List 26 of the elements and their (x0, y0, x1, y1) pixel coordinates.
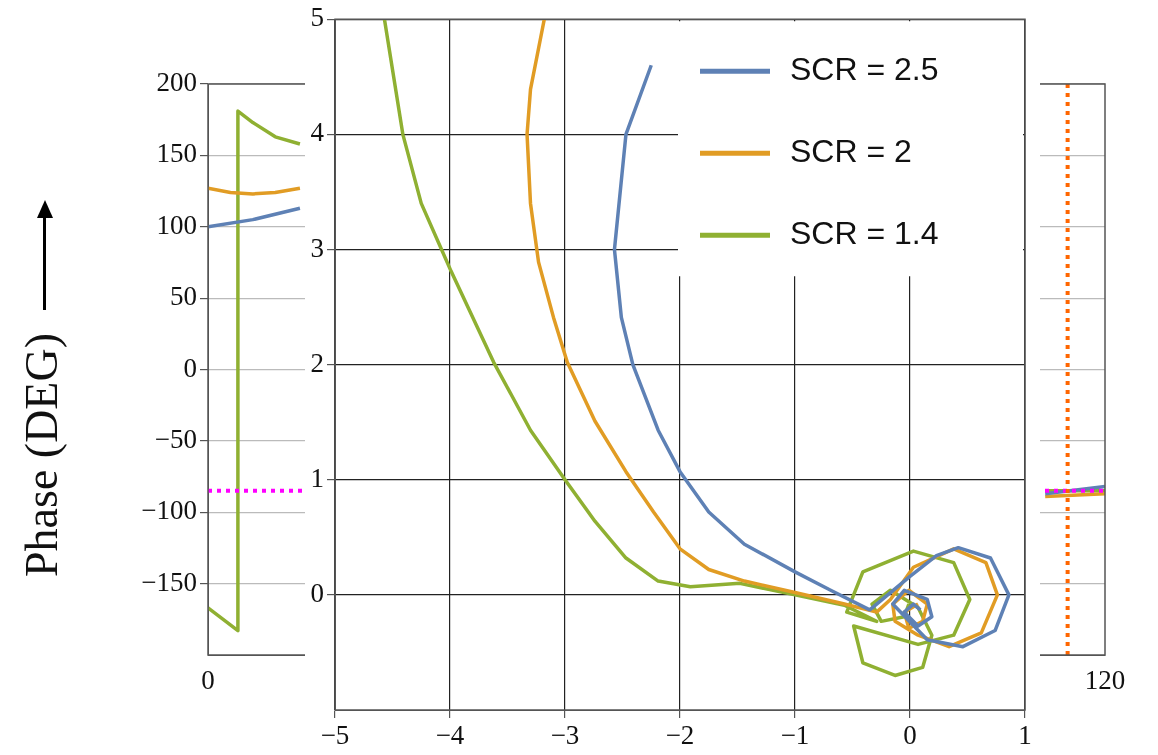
y-tick-label: 50 (170, 281, 197, 312)
y-tick-label: 0 (183, 352, 197, 383)
x-tick-label: 0 (903, 720, 917, 751)
y-tick-label: −150 (141, 566, 197, 597)
x-tick-label: −2 (665, 720, 695, 751)
y-tick-label: 5 (310, 2, 324, 33)
y-tick-label: 4 (310, 117, 325, 148)
y-tick-label: 3 (310, 232, 324, 263)
legend-label: SCR = 2 (790, 133, 912, 170)
y-tick-label: 100 (156, 209, 197, 240)
x-tick-label: −1 (780, 720, 810, 751)
x-tick-label: 1 (1018, 720, 1032, 751)
y-axis-title: Phase (DEG) (16, 333, 68, 577)
x-tick-label: −5 (320, 720, 350, 751)
legend-label: SCR = 2.5 (790, 51, 939, 88)
y-tick-label: −100 (141, 495, 197, 526)
y-tick-label: 1 (310, 462, 324, 493)
x-tick-label: 120 (1084, 665, 1126, 696)
y-tick-label: 2 (310, 347, 324, 378)
y-tick-label: 150 (156, 138, 197, 169)
x-tick-label: −4 (435, 720, 465, 751)
y-tick-label: 0 (310, 577, 324, 608)
x-tick-label: −3 (550, 720, 580, 751)
legend-label: SCR = 1.4 (790, 215, 939, 252)
y-tick-label: −50 (154, 423, 197, 454)
y-tick-label: 200 (156, 67, 197, 98)
